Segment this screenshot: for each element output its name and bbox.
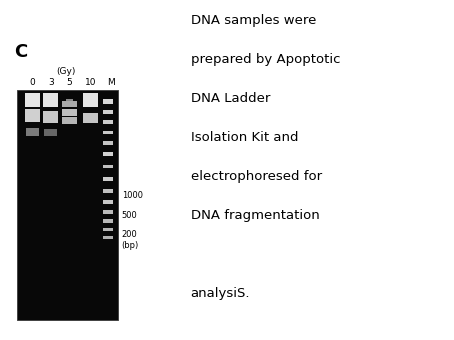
Text: 200: 200 [122, 230, 138, 239]
Bar [44, 94, 58, 107]
Text: Isolation Kit and: Isolation Kit and [191, 131, 298, 144]
Bar [44, 129, 57, 136]
Bar [103, 165, 113, 168]
Bar [62, 101, 77, 107]
Bar [103, 219, 113, 223]
Bar [84, 113, 99, 123]
Text: DNA samples were: DNA samples were [191, 14, 316, 27]
Bar [103, 110, 113, 114]
Bar [44, 111, 58, 123]
Text: analysiS.: analysiS. [191, 287, 250, 300]
Bar [66, 99, 73, 102]
Bar [25, 109, 40, 122]
Bar [103, 131, 113, 134]
Bar [103, 200, 113, 204]
Text: 0: 0 [30, 78, 35, 87]
Text: electrophoresed for: electrophoresed for [191, 170, 322, 183]
Bar [103, 141, 113, 144]
Text: (bp): (bp) [122, 241, 139, 250]
Text: 1000: 1000 [122, 191, 143, 200]
Text: DNA Ladder: DNA Ladder [191, 92, 270, 105]
Bar [62, 117, 77, 124]
Text: 3: 3 [48, 78, 54, 87]
Bar [103, 120, 113, 124]
Text: prepared by Apoptotic: prepared by Apoptotic [191, 53, 340, 66]
Bar [62, 109, 77, 116]
Bar [17, 90, 118, 320]
Bar [26, 128, 39, 136]
Text: M: M [107, 78, 115, 87]
Bar [103, 152, 113, 156]
Bar [103, 189, 113, 193]
Text: 500: 500 [122, 211, 138, 220]
Bar [25, 93, 40, 107]
Bar [103, 210, 113, 214]
Bar [103, 177, 113, 181]
Text: 10: 10 [85, 78, 97, 87]
Bar [103, 99, 113, 104]
Text: C: C [15, 43, 28, 61]
Bar [103, 236, 113, 239]
Bar [84, 93, 99, 107]
Text: 5: 5 [67, 78, 72, 87]
Text: DNA fragmentation: DNA fragmentation [191, 209, 320, 222]
Bar [103, 228, 113, 231]
Text: (Gy): (Gy) [56, 68, 75, 76]
